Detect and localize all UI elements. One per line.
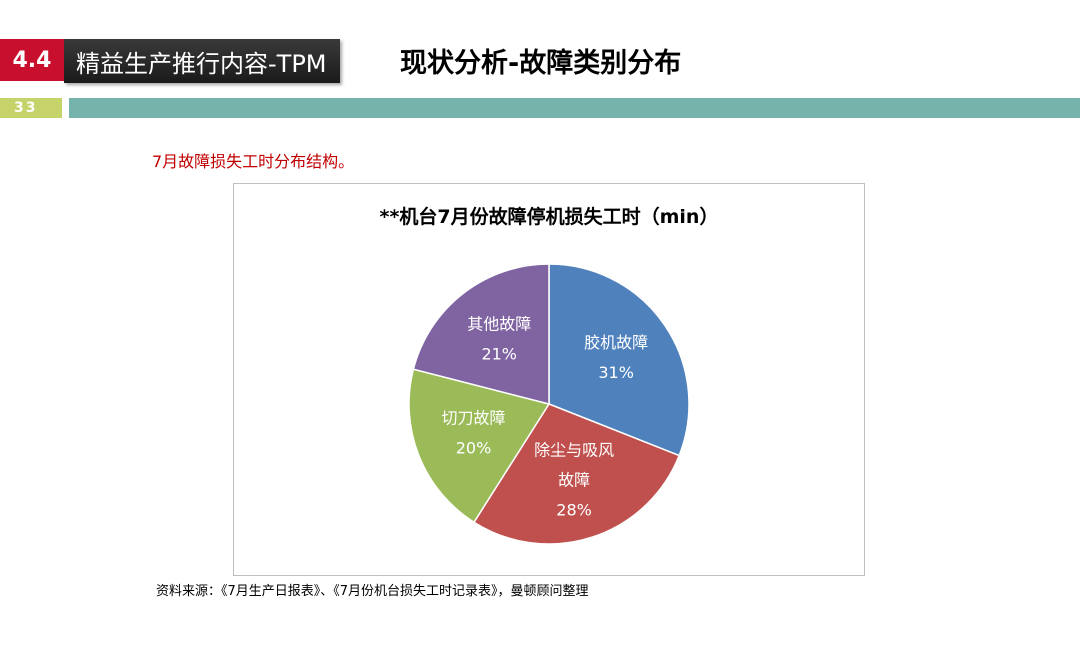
chart-subtitle: 7月故障损失工时分布结构。 bbox=[152, 152, 355, 171]
slice-percent-label: 31% bbox=[598, 363, 634, 382]
pie-slice bbox=[412, 263, 550, 405]
pie-slice bbox=[472, 403, 681, 545]
slice-name-label: 其他故障 bbox=[467, 314, 531, 333]
slice-percent-label: 20% bbox=[456, 438, 492, 457]
pie-slice bbox=[408, 368, 551, 524]
section-title: 精益生产推行内容-TPM bbox=[76, 49, 327, 78]
slice-percent-label: 28% bbox=[556, 501, 592, 520]
page-number: 33 bbox=[0, 98, 62, 118]
slice-name-label: 切刀故障 bbox=[441, 408, 505, 427]
chart-area: **机台7月份故障停机损失工时（min） 胶机故障 31% 除尘与吸风故障 28% 切刀… bbox=[233, 183, 865, 576]
section-title-bar: 精益生产推行内容-TPM bbox=[64, 39, 340, 83]
header-divider-bar bbox=[69, 98, 1080, 118]
slice-name-label: 故障 bbox=[558, 471, 590, 490]
chart-title: **机台7月份故障停机损失工时（min） bbox=[379, 206, 719, 228]
section-number: 4.4 bbox=[12, 47, 52, 73]
pie-slice bbox=[548, 263, 690, 457]
source-note: 资料来源：《7月生产日报表》、《7月份机台损失工时记录表》，曼顿顾问整理 bbox=[156, 584, 589, 599]
section-number-badge: 4.4 bbox=[0, 39, 64, 81]
slice-name-label: 胶机故障 bbox=[584, 333, 648, 352]
slice-name-label: 除尘与吸风 bbox=[534, 441, 614, 460]
page-title: 现状分析-故障类别分布 bbox=[400, 47, 682, 79]
slice-percent-label: 21% bbox=[481, 344, 517, 363]
